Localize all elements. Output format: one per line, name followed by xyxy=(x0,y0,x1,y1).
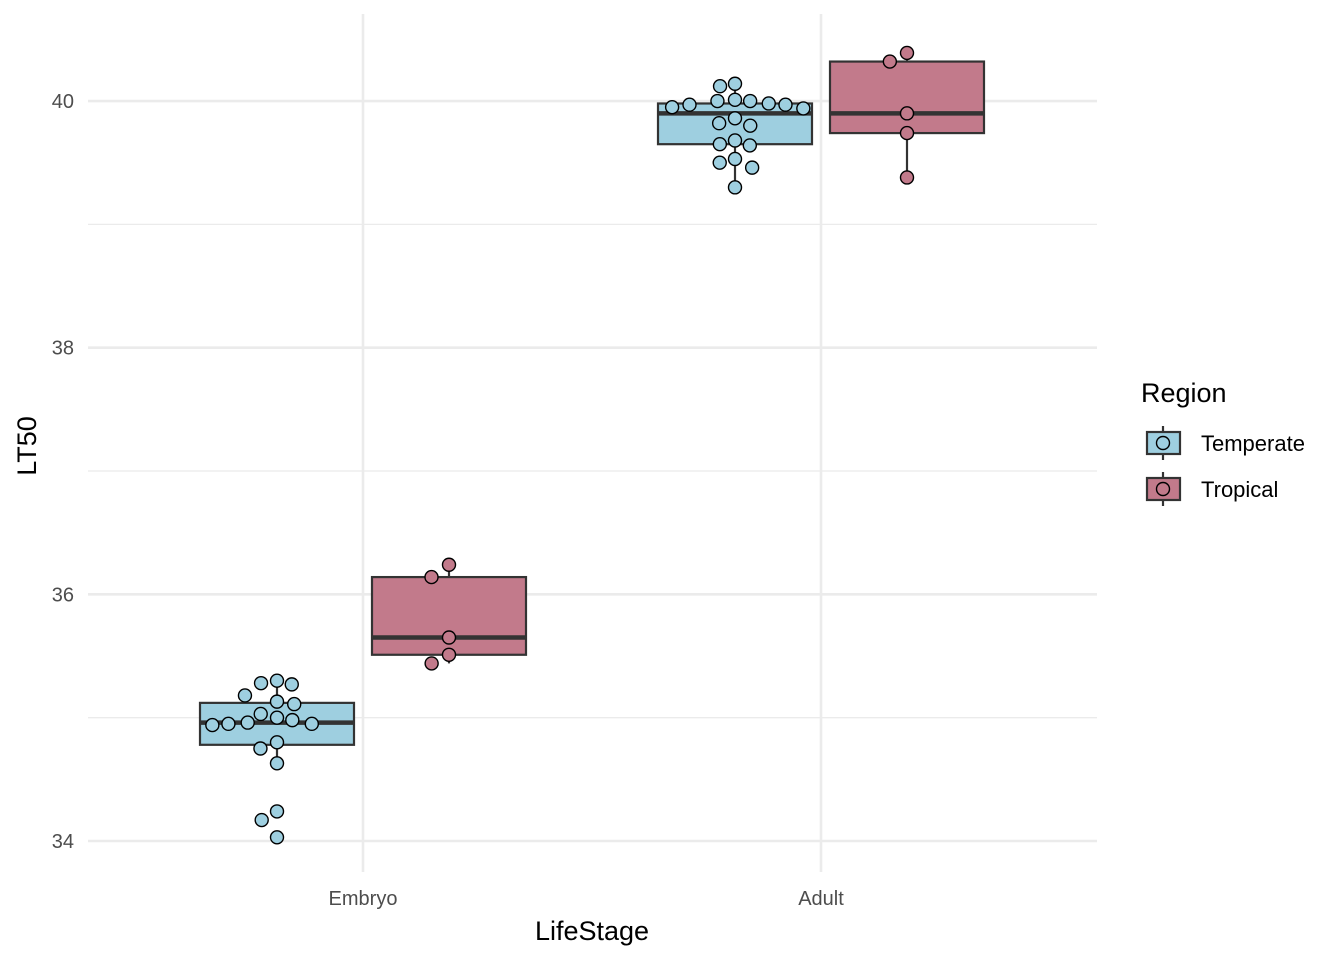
data-point xyxy=(441,630,457,645)
data-point xyxy=(269,804,285,819)
data-point xyxy=(253,706,268,722)
data-point xyxy=(742,93,758,109)
data-point xyxy=(240,715,255,730)
data-point xyxy=(727,180,743,195)
x-tick-label: Embryo xyxy=(329,888,398,910)
data-point xyxy=(899,170,915,185)
legend: Region Temperate Tropical xyxy=(1141,378,1305,506)
data-point xyxy=(205,717,220,733)
y-tick-label: 36 xyxy=(52,584,74,606)
legend-key-point xyxy=(1155,481,1171,497)
data-point xyxy=(743,118,758,133)
data-point xyxy=(269,830,285,845)
data-point xyxy=(254,812,269,828)
data-point xyxy=(744,160,760,175)
data-point xyxy=(221,716,236,732)
data-point xyxy=(237,688,253,703)
data-point xyxy=(424,569,439,585)
data-point xyxy=(710,93,725,109)
data-point xyxy=(727,111,743,126)
data-point xyxy=(269,694,285,709)
data-point xyxy=(727,151,743,167)
data-point xyxy=(899,106,915,121)
data-point xyxy=(712,136,728,152)
data-point xyxy=(441,557,457,572)
data-point xyxy=(253,675,269,691)
x-tick-label: Adult xyxy=(798,888,844,910)
x-axis-tick-labels: Embryo Adult xyxy=(329,888,845,910)
data-point xyxy=(727,76,743,91)
x-axis-title: LifeStage xyxy=(535,916,649,946)
data-point xyxy=(899,45,915,61)
data-point xyxy=(664,99,680,115)
major-gridlines xyxy=(88,14,1097,872)
y-axis-tick-labels: 34 36 38 40 xyxy=(52,91,74,853)
legend-key-point xyxy=(1155,435,1171,451)
y-axis-title: LT50 xyxy=(12,416,42,476)
data-point xyxy=(304,716,320,732)
legend-label: Tropical xyxy=(1201,477,1278,502)
y-tick-label: 34 xyxy=(52,831,74,853)
data-point xyxy=(269,710,285,725)
data-point xyxy=(711,116,727,131)
data-point xyxy=(727,133,743,148)
data-point xyxy=(269,673,285,688)
legend-title: Region xyxy=(1141,378,1227,408)
data-point xyxy=(712,155,727,170)
box-tropical-adult xyxy=(828,60,986,135)
data-point xyxy=(778,97,793,112)
data-point xyxy=(796,101,811,116)
data-point xyxy=(424,656,439,671)
data-point xyxy=(899,125,915,141)
legend-label: Temperate xyxy=(1201,431,1305,456)
data-point xyxy=(284,677,299,692)
data-point xyxy=(253,741,268,756)
data-points xyxy=(205,45,915,845)
box-plots xyxy=(198,52,986,764)
data-point xyxy=(269,735,285,750)
y-tick-label: 38 xyxy=(52,338,74,360)
data-point xyxy=(285,712,300,728)
y-tick-label: 40 xyxy=(52,91,74,113)
data-point xyxy=(761,96,776,111)
data-point xyxy=(441,647,457,662)
data-point xyxy=(287,696,302,712)
data-point xyxy=(682,97,697,112)
legend-entries: Temperate Tropical xyxy=(1145,426,1305,506)
data-point xyxy=(727,92,743,107)
minor-gridlines xyxy=(88,223,1097,719)
data-point xyxy=(742,138,758,153)
data-point xyxy=(269,756,285,771)
data-point xyxy=(712,79,728,94)
data-point xyxy=(882,54,898,69)
